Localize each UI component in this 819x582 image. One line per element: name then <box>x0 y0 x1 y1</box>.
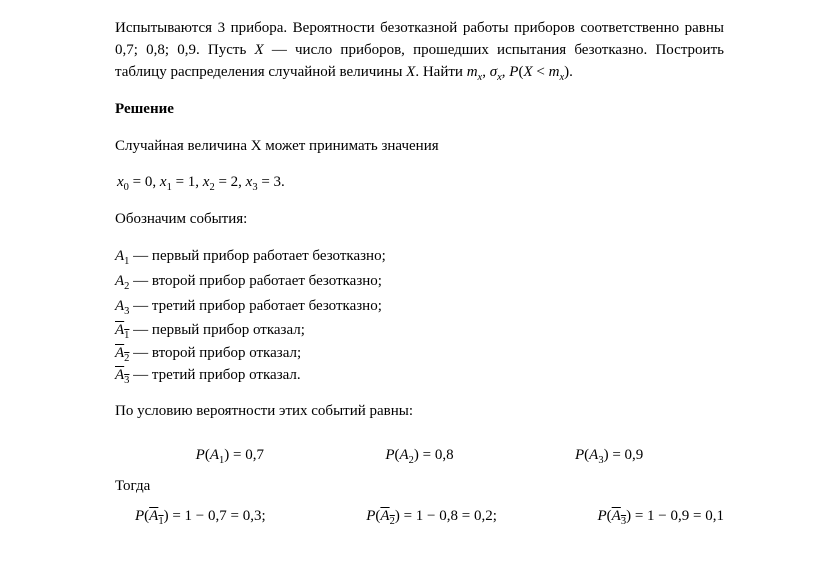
prob-comp-item: P(A2) = 1 − 0,8 = 0,2; <box>366 506 497 528</box>
then-label: Тогда <box>115 476 704 498</box>
prob-direct-item: P(A1) = 0,7 <box>196 445 264 468</box>
solution-title: Решение <box>115 99 724 121</box>
prob-comp-item: P(A1) = 1 − 0,7 = 0,3; <box>135 506 266 528</box>
find-expr: mx, σx, P(X < mx). <box>467 64 573 80</box>
event-line: A3 — третий прибор работает безотказно; <box>115 295 724 320</box>
event-line: A3 — третий прибор отказал. <box>115 364 724 387</box>
event-line: A2 — второй прибор работает безотказно; <box>115 270 724 295</box>
probs-comp-row: P(A1) = 1 − 0,7 = 0,3; P(A2) = 1 − 0,8 = … <box>115 506 724 528</box>
prob-direct-item: P(A2) = 0,8 <box>385 445 453 468</box>
event-list: A1 — первый прибор работает безотказно;A… <box>115 245 724 387</box>
direct-and-then: P(A1) = 0,7 P(A2) = 0,8 P(A3) = 0,9 Тогда <box>115 437 724 498</box>
prob-intro: По условию вероятности этих событий равн… <box>115 401 724 423</box>
event-line: A1 — первый прибор работает безотказно; <box>115 245 724 270</box>
problem-statement: Испытываются 3 прибора. Вероятности безо… <box>115 18 724 85</box>
prob-comp-item: P(A3) = 1 − 0,9 = 0,1 <box>598 506 724 528</box>
event-line: A1 — первый прибор отказал; <box>115 319 724 342</box>
rv-intro: Случайная величина X может принимать зна… <box>115 136 724 158</box>
probs-direct-row: P(A1) = 0,7 P(A2) = 0,8 P(A3) = 0,9 <box>115 445 724 468</box>
prob-direct-item: P(A3) = 0,9 <box>575 445 643 468</box>
values-line: x0 = 0, x1 = 1, x2 = 2, x3 = 3. <box>115 172 724 195</box>
var-x: X <box>254 42 263 58</box>
problem-suffix: . Найти <box>415 64 466 80</box>
events-intro: Обозначим события: <box>115 209 724 231</box>
var-x2: X <box>406 64 415 80</box>
event-line: A2 — второй прибор отказал; <box>115 342 724 365</box>
